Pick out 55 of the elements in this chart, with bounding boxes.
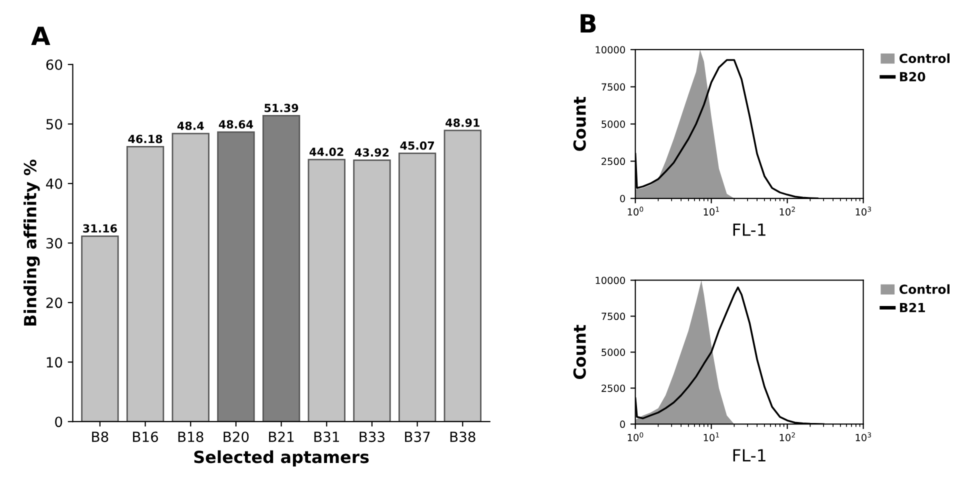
x-axis-title: FL-1 bbox=[733, 224, 766, 236]
x-tick-label: 10$^{1}$ bbox=[704, 432, 719, 442]
x-tick-label: 10$^{0}$ bbox=[628, 432, 644, 442]
legend-label: B21 bbox=[900, 302, 925, 312]
y-tick-label: 0 bbox=[620, 420, 625, 428]
data-label: 48.64 bbox=[218, 120, 254, 129]
data-label: 51.39 bbox=[264, 104, 298, 112]
data-label: 43.92 bbox=[354, 148, 389, 157]
y-tick-label: 2500 bbox=[602, 158, 625, 166]
x-tick-label: B18 bbox=[178, 432, 204, 442]
y-tick-label: 50 bbox=[46, 118, 62, 130]
x-tick-label: 10$^{0}$ bbox=[628, 206, 644, 216]
x-tick-label: B38 bbox=[450, 432, 476, 442]
y-tick-label: 2500 bbox=[602, 384, 625, 392]
y-tick-label: 60 bbox=[46, 59, 62, 70]
legend-label: Control bbox=[900, 284, 950, 294]
y-tick-label: 7500 bbox=[602, 312, 625, 320]
legend-label: B20 bbox=[900, 72, 926, 82]
data-label: 48.91 bbox=[446, 118, 480, 127]
y-tick-label: 30 bbox=[46, 238, 62, 249]
x-tick-label: B33 bbox=[360, 432, 384, 442]
x-tick-label: B16 bbox=[133, 432, 158, 442]
x-tick-label: 10$^{1}$ bbox=[704, 206, 719, 216]
x-axis-title: FL-1 bbox=[733, 449, 766, 462]
y-tick-label: 10000 bbox=[596, 276, 625, 284]
chart-title: B bbox=[580, 14, 596, 32]
x-tick-label: 10$^{3}$ bbox=[856, 206, 871, 216]
legend-label: Control bbox=[900, 53, 950, 64]
x-tick-label: B31 bbox=[314, 432, 339, 442]
y-tick-label: 10000 bbox=[596, 46, 625, 54]
y-tick-label: 0 bbox=[620, 194, 625, 202]
x-tick-label: 10$^{2}$ bbox=[780, 206, 795, 216]
x-tick-label: 10$^{3}$ bbox=[856, 432, 871, 442]
x-tick-label: B20 bbox=[224, 432, 249, 442]
x-tick-label: 10$^{2}$ bbox=[780, 432, 795, 442]
y-axis-title: Count bbox=[573, 324, 586, 380]
y-tick-label: 10 bbox=[46, 357, 62, 368]
y-tick-label: 5000 bbox=[602, 348, 625, 356]
x-tick-label: B21 bbox=[269, 432, 294, 442]
chart-title: A bbox=[31, 26, 50, 45]
x-axis-title: Selected aptamers bbox=[194, 450, 369, 466]
x-tick-label: B37 bbox=[405, 432, 430, 442]
data-label: 44.02 bbox=[310, 148, 344, 156]
y-axis-title: Binding affinity % bbox=[24, 160, 40, 326]
y-axis-title: Count bbox=[573, 96, 586, 151]
y-tick-label: 7500 bbox=[602, 83, 625, 91]
data-label: 31.16 bbox=[83, 224, 117, 233]
y-tick-label: 40 bbox=[46, 178, 62, 189]
x-tick-label: B8 bbox=[92, 432, 108, 442]
y-tick-label: 5000 bbox=[602, 120, 625, 128]
y-tick-label: 0 bbox=[55, 416, 62, 428]
y-tick-label: 20 bbox=[46, 298, 62, 308]
data-label: 46.18 bbox=[128, 134, 162, 144]
data-label: 45.07 bbox=[400, 141, 434, 150]
data-label: 48.4 bbox=[177, 122, 204, 130]
